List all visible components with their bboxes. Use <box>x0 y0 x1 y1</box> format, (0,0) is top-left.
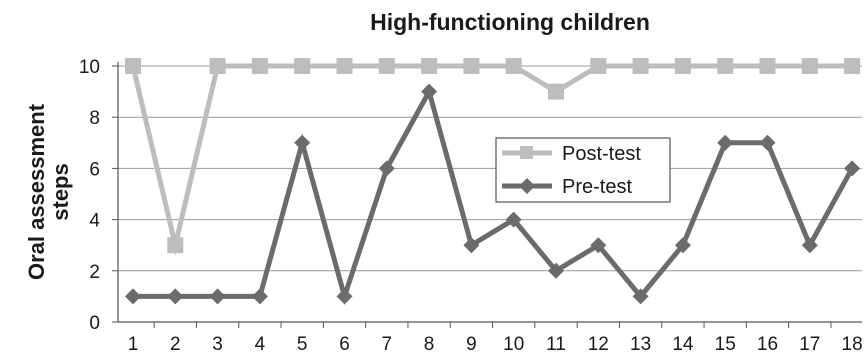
data-point-pre-test <box>505 211 522 228</box>
data-point-pre-test <box>590 237 607 254</box>
data-point-post-test <box>336 58 353 74</box>
data-point-post-test <box>167 237 184 254</box>
y-axis-label: Oral assessment steps <box>24 103 73 280</box>
data-point-pre-test <box>336 288 353 305</box>
data-point-post-test <box>421 58 438 74</box>
data-point-post-test <box>378 58 395 74</box>
series-line-pre-test <box>133 85 855 306</box>
gridlines <box>118 65 862 272</box>
data-point-post-test <box>801 58 818 74</box>
data-point-post-test <box>759 58 776 74</box>
y-tick-labels: 0 2 4 6 8 10 <box>79 57 101 334</box>
axes <box>112 62 862 328</box>
y-tick-label: 4 <box>89 211 100 232</box>
data-point-pre-test <box>759 134 776 151</box>
data-point-pre-test <box>548 262 564 279</box>
x-tick-label: 11 <box>546 334 566 355</box>
x-tick-label: 16 <box>757 334 778 355</box>
chart-title: High-functioning children <box>370 9 650 35</box>
y-tick-label: 0 <box>89 313 100 334</box>
legend-pre-test-marker <box>519 178 535 194</box>
data-point-pre-test <box>209 288 226 305</box>
series-pre-test <box>125 83 861 306</box>
data-point-post-test <box>463 58 480 74</box>
data-point-pre-test <box>717 134 734 151</box>
data-point-pre-test <box>378 160 395 177</box>
x-tick-label: 4 <box>255 334 266 355</box>
data-point-post-test <box>209 58 226 74</box>
data-point-post-test <box>674 58 691 74</box>
x-tick-label: 13 <box>630 334 651 355</box>
data-point-pre-test <box>674 237 691 254</box>
legend-post-test-label: Post-test <box>562 143 641 165</box>
x-tick-label: 7 <box>382 334 393 355</box>
x-tick-labels: 1 2 3 4 5 6 7 8 9 10 11 12 13 14 15 16 17 18 <box>128 334 863 355</box>
x-tick-label: 18 <box>842 334 863 355</box>
x-tick-label: 9 <box>466 334 477 355</box>
legend-pre-test-label: Pre-test <box>562 176 632 198</box>
series-layer <box>125 58 861 306</box>
data-point-post-test <box>294 58 311 74</box>
data-point-pre-test <box>421 83 438 100</box>
x-tick-label: 1 <box>128 334 139 355</box>
data-point-pre-test <box>167 288 184 305</box>
data-point-post-test <box>548 83 564 100</box>
y-tick-label: 6 <box>89 159 100 180</box>
data-point-pre-test <box>251 288 268 305</box>
x-tick-label: 12 <box>588 334 609 355</box>
x-tick-label: 8 <box>424 334 435 355</box>
x-tick-label: 6 <box>339 334 350 355</box>
data-point-post-test <box>717 58 734 74</box>
data-point-post-test <box>844 58 861 74</box>
x-tick-label: 15 <box>715 334 736 355</box>
data-point-pre-test <box>844 160 861 177</box>
x-tick-label: 2 <box>170 334 181 355</box>
x-tick-label: 17 <box>799 334 820 355</box>
x-tick-label: 3 <box>212 334 223 355</box>
series-line-post-test <box>130 63 853 257</box>
legend: Post-test Pre-test <box>495 137 671 203</box>
y-tick-label: 10 <box>79 57 100 78</box>
data-point-pre-test <box>125 288 141 305</box>
y-tick-label: 8 <box>89 108 100 129</box>
y-axis-label-line-2: steps <box>48 163 73 220</box>
data-point-post-test <box>505 58 522 74</box>
data-point-pre-test <box>801 237 818 254</box>
legend-post-test-marker <box>520 146 533 159</box>
data-point-post-test <box>590 58 607 74</box>
y-tick-label: 2 <box>89 262 100 283</box>
series-post-test <box>125 58 861 257</box>
data-point-post-test <box>251 58 268 74</box>
x-tick-label: 5 <box>297 334 308 355</box>
data-point-post-test <box>632 58 649 74</box>
data-point-pre-test <box>632 288 649 305</box>
x-tick-label: 10 <box>503 334 524 355</box>
data-point-pre-test <box>294 134 311 151</box>
data-point-pre-test <box>463 237 480 254</box>
y-axis-label-line-1: Oral assessment <box>24 103 49 280</box>
data-point-post-test <box>125 58 141 74</box>
x-tick-label: 14 <box>672 334 694 355</box>
